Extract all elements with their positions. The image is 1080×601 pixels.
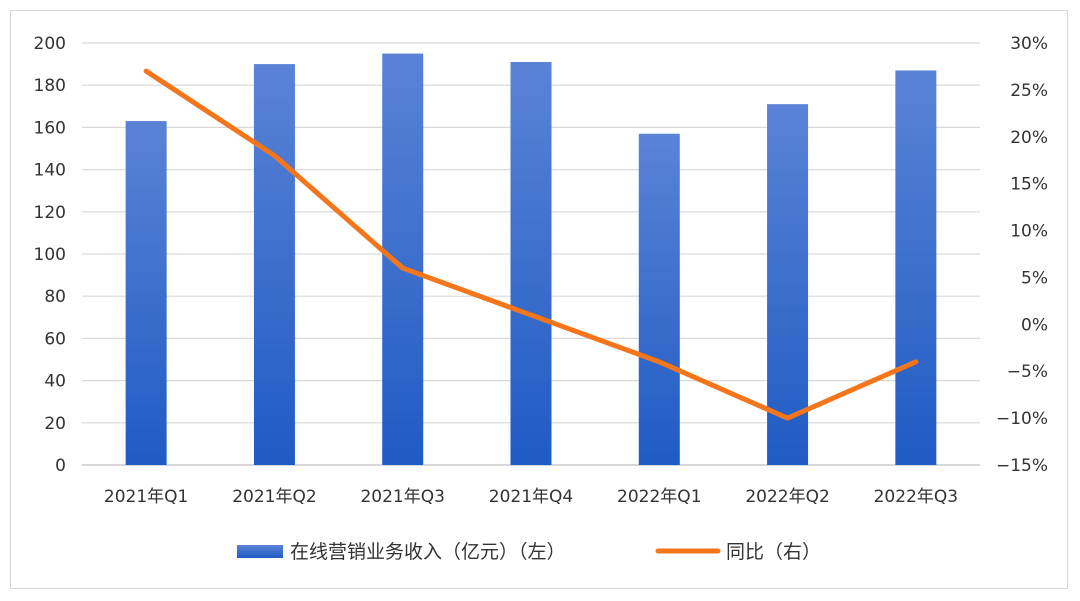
x-axis-ticks: 2021年Q1 2021年Q2 2021年Q3 2021年Q4 2022年Q1 2022年… xyxy=(104,487,958,507)
x-tick-label: 2021年Q1 xyxy=(104,487,188,507)
right-tick-label: 25% xyxy=(1010,81,1048,101)
x-tick-label: 2022年Q1 xyxy=(617,487,701,507)
bar xyxy=(510,61,552,466)
right-tick-label: 0% xyxy=(1021,315,1048,335)
bar xyxy=(638,133,680,466)
x-tick-label: 2021年Q2 xyxy=(232,487,316,507)
left-tick-label: 180 xyxy=(34,76,66,96)
right-tick-label: 15% xyxy=(1010,175,1048,195)
left-tick-label: 80 xyxy=(44,287,66,307)
left-tick-label: 20 xyxy=(44,414,66,434)
line-point xyxy=(787,417,789,419)
legend-bar-label: 在线营销业务收入（亿元）（左） xyxy=(290,541,566,563)
left-tick-label: 160 xyxy=(34,118,66,138)
line-point xyxy=(915,361,917,363)
right-tick-label: −10% xyxy=(996,409,1048,429)
left-axis-ticks: 0 20 40 60 80 100 120 140 160 180 200 xyxy=(34,34,66,476)
left-tick-label: 100 xyxy=(34,245,66,265)
line-point xyxy=(402,267,404,269)
right-tick-label: 10% xyxy=(1010,222,1048,242)
right-tick-label: −15% xyxy=(996,456,1048,476)
bar xyxy=(382,53,424,466)
bar xyxy=(895,70,937,466)
line-point xyxy=(145,70,147,72)
right-tick-label: 30% xyxy=(1010,34,1048,54)
bar xyxy=(125,121,167,465)
left-tick-label: 40 xyxy=(44,372,66,392)
left-tick-label: 0 xyxy=(55,456,66,476)
right-tick-label: 5% xyxy=(1021,268,1048,288)
line-point xyxy=(658,361,660,363)
right-axis-ticks: −15% −10% −5% 0% 5% 10% 15% 20% 25% 30% xyxy=(996,34,1048,476)
right-tick-label: 20% xyxy=(1010,128,1048,148)
line-point xyxy=(530,314,532,316)
legend-line-label: 同比（右） xyxy=(726,541,821,563)
x-tick-label: 2021年Q4 xyxy=(489,487,573,507)
x-tick-label: 2022年Q2 xyxy=(745,487,829,507)
bar xyxy=(767,104,809,465)
x-tick-label: 2021年Q3 xyxy=(360,487,444,507)
bar xyxy=(253,64,295,465)
left-tick-label: 140 xyxy=(34,161,66,181)
x-tick-label: 2022年Q3 xyxy=(874,487,958,507)
legend: 在线营销业务收入（亿元）（左） 同比（右） xyxy=(237,541,821,563)
legend-bar-swatch xyxy=(237,545,283,558)
line-series xyxy=(143,68,919,421)
left-tick-label: 120 xyxy=(34,203,66,223)
right-tick-label: −5% xyxy=(1007,362,1048,382)
left-tick-label: 60 xyxy=(44,329,66,349)
line-point xyxy=(273,155,275,157)
left-tick-label: 200 xyxy=(34,34,66,54)
bar-series xyxy=(125,53,937,466)
